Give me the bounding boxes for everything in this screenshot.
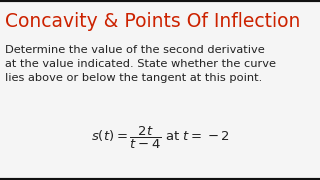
Text: lies above or below the tangent at this point.: lies above or below the tangent at this …: [5, 73, 262, 83]
Text: Concavity & Points Of Inflection: Concavity & Points Of Inflection: [5, 12, 300, 31]
Text: $s(t) = \dfrac{2t}{t - 4}$ at $t = -2$: $s(t) = \dfrac{2t}{t - 4}$ at $t = -2$: [91, 125, 229, 151]
Text: at the value indicated. State whether the curve: at the value indicated. State whether th…: [5, 59, 276, 69]
Text: Determine the value of the second derivative: Determine the value of the second deriva…: [5, 45, 265, 55]
